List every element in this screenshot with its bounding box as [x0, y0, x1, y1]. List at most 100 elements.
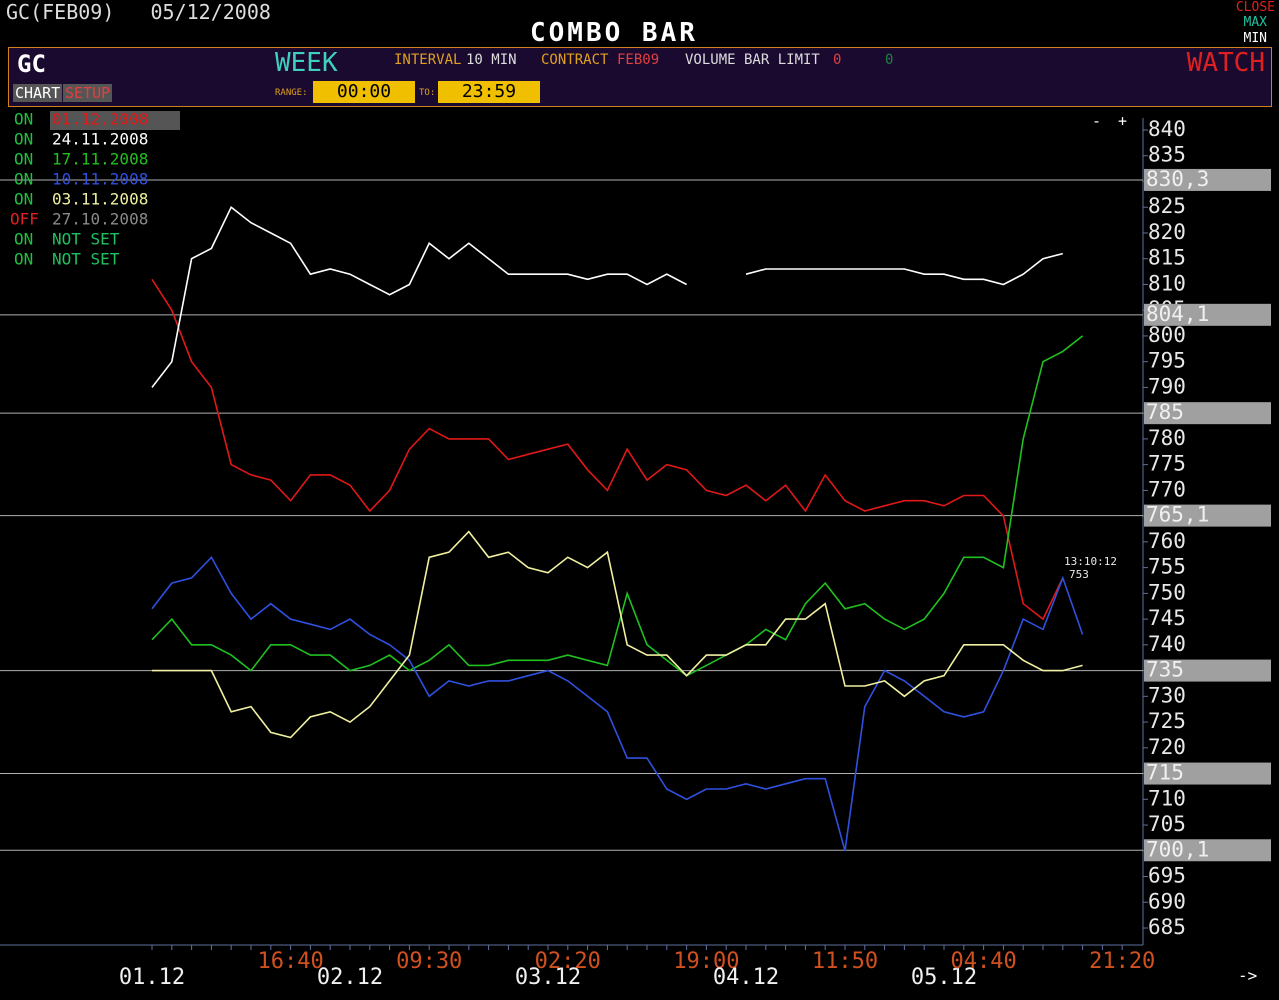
interval[interactable]: 10 MIN: [466, 52, 517, 68]
y-tick-label: 775: [1148, 452, 1186, 476]
y-tick-label: 800: [1148, 323, 1186, 347]
volume-limit[interactable]: 0: [833, 52, 842, 68]
level-box: [1144, 762, 1271, 785]
max-button[interactable]: MAX: [1243, 15, 1267, 30]
x-tick-label: 02:20: [535, 949, 601, 974]
interval-label: INTERVAL: [394, 52, 462, 68]
to-label: TO:: [419, 88, 436, 98]
legend-name: 10.11.2008: [52, 170, 148, 189]
legend-name: 27.10.2008: [52, 210, 148, 229]
x-tick-label: 11:50: [812, 949, 878, 974]
zoom-in[interactable]: +: [1118, 112, 1128, 130]
y-tick-label: 750: [1148, 580, 1186, 604]
series-line: [151, 335, 1084, 677]
level-box: [1144, 504, 1271, 527]
y-tick-label: 685: [1148, 915, 1186, 939]
y-tick-label: 710: [1148, 786, 1186, 810]
y-tick-label: 720: [1148, 735, 1186, 759]
legend-status: ON: [14, 130, 33, 149]
legend-status: ON: [14, 170, 33, 189]
range-label: RANGE:: [275, 88, 308, 98]
legend-status: ON: [14, 150, 33, 169]
y-tick-label: 690: [1148, 889, 1186, 913]
x-tick-label: 21:20: [1089, 949, 1155, 974]
x-tick-label: 16:40: [257, 949, 323, 974]
level-label: 785: [1146, 400, 1184, 424]
control-panel: GC WEEK INTERVAL 10 MIN CONTRACT FEB09 V…: [8, 47, 1272, 107]
level-box: [1144, 402, 1271, 425]
y-tick-label: 770: [1148, 477, 1186, 501]
legend-name: NOT SET: [52, 230, 120, 249]
close-button[interactable]: CLOSE: [1235, 0, 1275, 15]
x-tick-label: 04:40: [950, 949, 1016, 974]
y-tick-label: 705: [1148, 812, 1186, 836]
min-button[interactable]: MIN: [1243, 31, 1267, 46]
y-tick-label: 815: [1148, 246, 1186, 270]
y-tick-label: 810: [1148, 271, 1186, 295]
chart-tab[interactable]: CHART: [13, 84, 63, 102]
legend-name: 03.11.2008: [52, 190, 148, 209]
x-tick-label: 02.12: [317, 965, 383, 990]
series-line: [151, 278, 1064, 621]
level-label: 700,1: [1146, 837, 1209, 861]
legend-name: NOT SET: [52, 250, 120, 269]
level-box: [1144, 168, 1271, 191]
watch[interactable]: WATCH: [1186, 48, 1265, 78]
level-label: 830,3: [1146, 167, 1209, 191]
legend-name: 17.11.2008: [52, 150, 148, 169]
level-box: [1144, 839, 1271, 862]
series-line: [151, 205, 1063, 388]
y-tick-label: 820: [1148, 220, 1186, 244]
y-tick-label: 740: [1148, 632, 1186, 656]
level-label: 804,1: [1146, 302, 1209, 326]
y-tick-label: 795: [1148, 349, 1186, 373]
symbol-date: GC(FEB09) 05/12/2008: [6, 0, 271, 24]
y-tick-label: 730: [1148, 683, 1186, 707]
volume-label: VOLUME BAR LIMIT: [685, 52, 820, 68]
level-label: 715: [1146, 761, 1184, 785]
x-tick-label: 05.12: [911, 965, 977, 990]
legend-status: ON: [14, 230, 33, 249]
y-tick-label: 745: [1148, 606, 1186, 630]
x-tick-label: 03.12: [515, 965, 581, 990]
annotation-time: 13:10:12: [1064, 555, 1117, 568]
contract[interactable]: FEB09: [617, 52, 660, 68]
y-tick-label: 725: [1148, 709, 1186, 733]
x-tick-label: 19:00: [673, 949, 739, 974]
level-label: 765,1: [1146, 503, 1209, 527]
legend-name: 01.12.2008: [52, 110, 148, 129]
legend-status: OFF: [10, 210, 39, 229]
range-from[interactable]: 00:00: [313, 81, 415, 103]
setup-tab[interactable]: SETUP: [63, 84, 113, 102]
level-box: [1144, 303, 1271, 326]
y-tick-label: 695: [1148, 864, 1186, 888]
x-tick-label: 04.12: [713, 965, 779, 990]
title: COMBO BAR: [530, 18, 698, 48]
contract-label: CONTRACT: [541, 52, 609, 68]
legend-status: ON: [14, 250, 33, 269]
legend-name: 24.11.2008: [52, 130, 148, 149]
volume-extra: 0: [885, 52, 894, 68]
zoom-out[interactable]: -: [1092, 112, 1102, 130]
range-to[interactable]: 23:59: [438, 81, 540, 103]
series-line: [151, 555, 1084, 852]
level-label: 735: [1146, 658, 1184, 682]
x-tick-label: 01.12: [119, 965, 185, 990]
x-tick-label: 09:30: [396, 949, 462, 974]
legend-highlight: [50, 111, 180, 130]
legend-status: ON: [14, 110, 33, 129]
level-box: [1144, 659, 1271, 682]
period[interactable]: WEEK: [275, 48, 338, 78]
y-tick-label: 755: [1148, 555, 1186, 579]
y-tick-label: 835: [1148, 143, 1186, 167]
y-tick-label: 760: [1148, 529, 1186, 553]
annotation-value: 753: [1069, 568, 1089, 581]
y-tick-label: 780: [1148, 426, 1186, 450]
legend-status: ON: [14, 190, 33, 209]
y-tick-label: 840: [1148, 117, 1186, 141]
series-line: [152, 530, 1083, 739]
scroll-arrow[interactable]: ->: [1238, 966, 1258, 985]
y-tick-label: 790: [1148, 374, 1186, 398]
